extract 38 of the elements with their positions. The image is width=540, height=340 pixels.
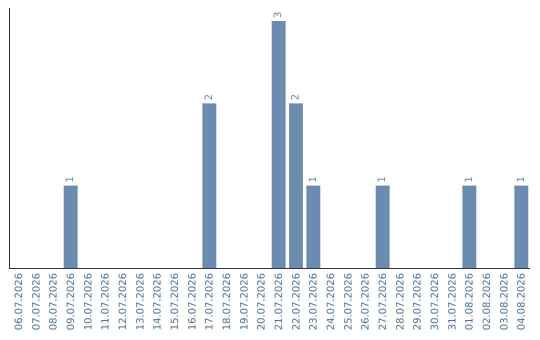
x-tick-label: 10.07.2026 [83,273,94,330]
x-tick-label: 29.07.2026 [412,273,424,330]
x-tick-label: 23.07.2026 [308,273,320,330]
x-tick-label: 24.07.2026 [326,273,337,330]
x-tick-label: 25.07.2026 [343,273,354,330]
x-tick-label: 03.08.2026 [499,273,510,330]
x-tick-label: 17.07.2026 [204,273,216,330]
data-label: 1 [65,176,76,183]
data-label: 3 [273,12,284,18]
x-tick-label: 07.07.2026 [31,273,42,330]
x-tick-label: 16.07.2026 [187,273,198,330]
x-tick-label: 01.08.2026 [464,273,476,330]
x-tick-label: 15.07.2026 [170,273,181,330]
x-tick-label: 22.07.2026 [291,273,302,330]
data-label: 1 [516,176,527,183]
x-tick-label: 20.07.2026 [256,273,268,330]
x-tick-label: 06.07.2026 [14,273,25,330]
x-tick-label: 12.07.2026 [118,273,129,330]
data-label: 1 [377,176,388,183]
data-label: 1 [308,176,319,183]
x-tick-label: 02.08.2026 [482,273,493,330]
x-tick-label: 04.08.2026 [516,273,528,330]
x-tick-label: 30.07.2026 [430,273,441,330]
x-tick-label: 31.07.2026 [447,273,458,330]
x-tick-label: 08.07.2026 [48,273,60,330]
x-tick-label: 26.07.2026 [360,273,372,330]
x-tick-label: 19.07.2026 [239,273,250,330]
x-tick-label: 14.07.2026 [152,273,164,330]
data-label: 2 [204,94,215,100]
x-tick-label: 18.07.2026 [222,273,233,330]
data-label: 1 [464,176,475,183]
x-tick-label: 27.07.2026 [378,273,389,330]
x-tick-label: 09.07.2026 [66,273,77,330]
x-tick-label: 11.07.2026 [100,273,112,330]
x-tick-label: 28.07.2026 [395,273,406,330]
data-label: 2 [290,94,302,100]
x-tick-label: 21.07.2026 [274,273,285,330]
x-tick-label: 13.07.2026 [135,273,146,330]
